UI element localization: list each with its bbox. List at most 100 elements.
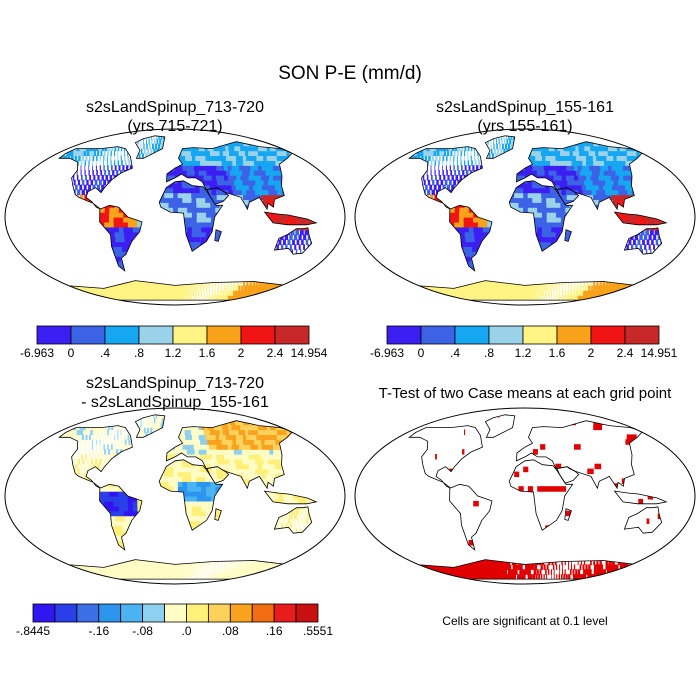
grid-cell: [445, 160, 447, 166]
grid-cell: [99, 212, 105, 218]
grid-cell: [552, 170, 559, 176]
grid-cell: [215, 486, 221, 492]
grid-cell: [244, 175, 252, 181]
grid-cell: [63, 280, 70, 282]
grid-cell: [108, 217, 115, 223]
grid-cell: [69, 160, 72, 166]
grid-cell: [173, 520, 179, 526]
grid-cell: [586, 175, 594, 181]
grid-cell: [206, 280, 209, 282]
grid-cell: [433, 184, 437, 191]
grid-cell: [483, 205, 489, 208]
grid-cell: [572, 184, 579, 191]
grid-cell: [103, 189, 108, 196]
grid-cell: [69, 280, 80, 282]
grid-cell: [580, 280, 582, 287]
grid-cell: [186, 192, 193, 199]
grid-cell: [171, 170, 176, 176]
grid-cell: [568, 241, 573, 247]
grid-cell: [284, 179, 293, 186]
coastline-antarctica: [413, 280, 638, 301]
grid-cell: [83, 463, 87, 470]
grid-cell: [244, 184, 252, 191]
grid-cell: [82, 458, 85, 465]
grid-cell: [134, 165, 137, 171]
grid-cell: [274, 194, 282, 200]
grid-cell: [296, 444, 306, 450]
coastline-africa: [158, 459, 224, 531]
grid-cell: [153, 295, 159, 301]
grid-cell: [177, 476, 183, 482]
grid-cell: [137, 205, 142, 208]
grid-cell: [182, 491, 188, 497]
grid-cell: [546, 285, 549, 291]
grid-cell: [200, 476, 207, 482]
grid-cell: [71, 290, 84, 296]
grid-cell: [631, 229, 636, 236]
grid-cell: [134, 444, 137, 450]
grid-cell: [161, 432, 165, 438]
grid-cell: [549, 285, 552, 291]
grid-cell: [254, 280, 257, 282]
grid-cell: [247, 473, 254, 479]
grid-cell: [151, 417, 153, 424]
grid-cell: [523, 197, 529, 203]
grid-cell: [431, 189, 435, 196]
coastline-madagascar: [214, 229, 222, 242]
grid-cell: [463, 246, 470, 252]
grid-cell: [103, 179, 107, 186]
grid-cell: [139, 525, 142, 531]
grid-cell: [81, 175, 83, 181]
grid-cell: [323, 478, 330, 484]
grid-cell: [290, 189, 293, 196]
grid-cell: [310, 185, 318, 191]
grid-cell: [68, 170, 70, 176]
grid-cell: [218, 463, 225, 470]
grid-cell: [318, 454, 328, 460]
grid-cell: [140, 285, 147, 291]
grid-cell: [163, 221, 170, 228]
grid-cell: [281, 145, 293, 152]
grid-cell: [141, 256, 142, 262]
grid-cell: [159, 476, 165, 482]
grid-cell: [198, 569, 200, 575]
grid-cell: [648, 175, 657, 181]
grid-cell: [430, 280, 440, 282]
grid-cell: [292, 212, 299, 216]
grid-cell: [302, 459, 311, 465]
grid-cell: [182, 280, 186, 282]
grid-cell: [256, 574, 263, 580]
grid-cell: [532, 160, 537, 166]
grid-cell: [316, 212, 317, 216]
grid-cell: [411, 194, 415, 200]
grid-cell: [532, 212, 538, 218]
grid-cell: [32, 464, 34, 470]
grid-cell: [476, 261, 484, 267]
grid-cell: [153, 417, 156, 424]
grid-cell: [175, 280, 179, 282]
grid-cell: [277, 483, 284, 489]
grid-cell: [118, 261, 126, 267]
grid-cell: [498, 280, 504, 287]
grid-cell: [617, 290, 624, 296]
grid-cell: [108, 280, 116, 282]
grid-cell: [297, 459, 306, 465]
grid-cell: [323, 185, 332, 191]
grid-cell: [181, 429, 186, 435]
grid-cell: [108, 425, 111, 431]
grid-cell: [425, 280, 436, 287]
grid-cell: [179, 175, 185, 181]
grid-cell: [278, 249, 281, 255]
grid-cell: [143, 417, 144, 424]
grid-cell: [286, 227, 292, 231]
grid-cell: [569, 290, 572, 296]
grid-cell: [159, 221, 165, 228]
grid-cell: [100, 170, 103, 176]
grid-cell: [196, 481, 202, 487]
grid-cell: [240, 184, 247, 191]
grid-cell: [626, 179, 635, 186]
grid-cell: [133, 535, 140, 541]
grid-cell: [148, 417, 150, 424]
grid-cell: [163, 505, 170, 512]
grid-cell: [104, 280, 113, 282]
